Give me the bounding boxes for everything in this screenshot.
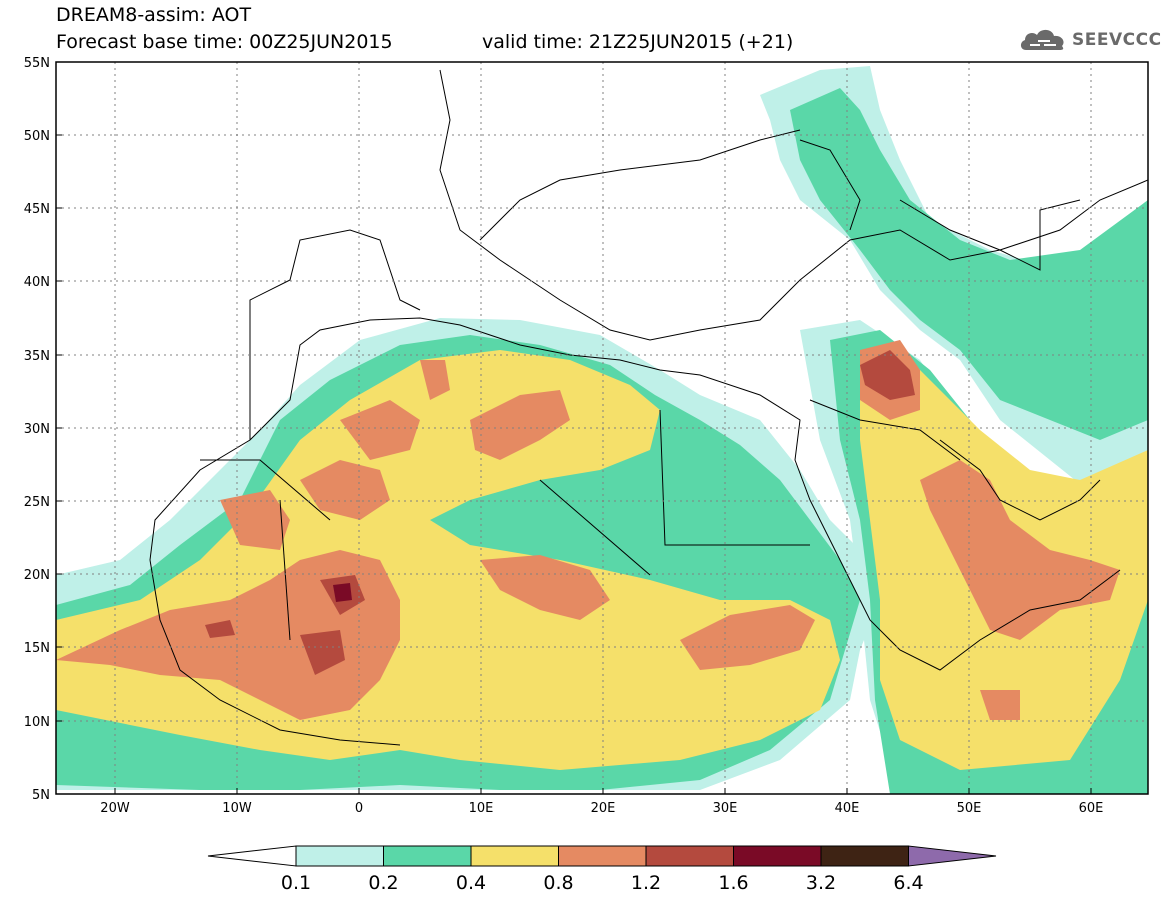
- lat-label-20n: 20N: [24, 568, 50, 583]
- lon-label-40e: 40E: [835, 801, 860, 816]
- aot-band-1.6: [333, 583, 352, 602]
- colorbar-label-0.1: 0.1: [280, 872, 312, 894]
- colorbar-label-1.2: 1.2: [630, 872, 662, 894]
- lat-label-15n: 15N: [24, 641, 50, 656]
- lat-label-45n: 45N: [24, 202, 50, 217]
- colorbar-label-1.6: 1.6: [718, 872, 749, 894]
- forecast-base-time: Forecast base time: 00Z25JUN2015: [56, 31, 393, 53]
- aot-band-1.2: [205, 350, 915, 675]
- lon-label-30e: 30E: [713, 801, 738, 816]
- lon-label-0: 0: [355, 801, 363, 816]
- aot-field: [56, 66, 1148, 794]
- lat-labels: 55N 50N 45N 40N 35N 30N 25N 20N 15N 10N …: [24, 56, 50, 803]
- cloud-icon: [1020, 29, 1064, 50]
- colorbar-bin-0.8: [558, 845, 647, 867]
- colorbar-bin-0.1: [295, 845, 384, 867]
- colorbar-high-arrow: [908, 845, 997, 867]
- colorbar-label-0.2: 0.2: [368, 872, 399, 894]
- lon-label-10e: 10E: [469, 801, 494, 816]
- lat-label-10n: 10N: [24, 715, 50, 730]
- lon-label-20e: 20E: [591, 801, 616, 816]
- lat-label-50n: 50N: [24, 129, 50, 144]
- seevccc-logo: SEEVCCC: [1018, 26, 1161, 54]
- colorbar-bin-1.2: [645, 845, 734, 867]
- colorbar-label-0.8: 0.8: [543, 872, 574, 894]
- lat-label-55n: 55N: [24, 56, 50, 71]
- colorbar-bin-0.4: [470, 845, 559, 867]
- logo-text: SEEVCCC: [1072, 30, 1162, 50]
- lon-label-50e: 50E: [957, 801, 982, 816]
- colorbar-low-arrow: [207, 845, 297, 867]
- colorbar-label-6.4: 6.4: [893, 872, 924, 894]
- colorbar-bin-0.2: [383, 845, 472, 867]
- colorbar-label-0.4: 0.4: [455, 872, 487, 894]
- lon-label-20w: 20W: [100, 801, 130, 816]
- lat-label-25n: 25N: [24, 495, 50, 510]
- lat-label-35n: 35N: [24, 349, 50, 364]
- lat-label-40n: 40N: [24, 275, 50, 290]
- lon-label-10w: 10W: [222, 801, 252, 816]
- colorbar-label-3.2: 3.2: [805, 872, 837, 894]
- valid-time: valid time: 21Z25JUN2015 (+21): [482, 31, 794, 53]
- coastlines: [149, 69, 1148, 746]
- map-title: DREAM8-assim: AOT: [56, 4, 252, 26]
- lon-labels: 20W 10W 0 10E 20E 30E 40E 50E 60E: [100, 801, 1103, 816]
- colorbar-bin-1.6: [733, 845, 822, 867]
- ticks: [56, 61, 1092, 794]
- colorbar-bin-3.2: [820, 845, 909, 867]
- gridlines: [56, 62, 1148, 794]
- lat-label-5n: 5N: [32, 788, 50, 803]
- lon-label-60e: 60E: [1079, 801, 1104, 816]
- colorbar: [207, 845, 997, 867]
- lat-label-30n: 30N: [24, 422, 50, 437]
